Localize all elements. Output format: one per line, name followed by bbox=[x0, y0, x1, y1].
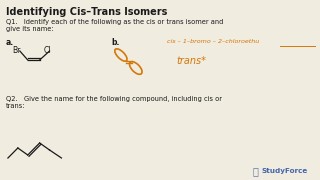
Text: Q1.   Identify each of the following as the cis or trans isomer and: Q1. Identify each of the following as th… bbox=[6, 19, 223, 25]
Text: Q2.   Give the name for the following compound, including cis or: Q2. Give the name for the following comp… bbox=[6, 96, 222, 102]
Text: Cl: Cl bbox=[44, 46, 51, 55]
Text: b.: b. bbox=[111, 38, 119, 47]
Text: StudyForce: StudyForce bbox=[262, 168, 308, 174]
Text: give its name:: give its name: bbox=[6, 26, 53, 32]
Text: trans*: trans* bbox=[176, 56, 206, 66]
Text: Br: Br bbox=[12, 46, 20, 55]
Text: ⛶: ⛶ bbox=[253, 166, 259, 176]
Text: a.: a. bbox=[6, 38, 14, 47]
Text: Identifying Cis–Trans Isomers: Identifying Cis–Trans Isomers bbox=[6, 7, 167, 17]
Text: cis – 1–bromo – 2–chloroethu: cis – 1–bromo – 2–chloroethu bbox=[166, 39, 259, 44]
Text: trans:: trans: bbox=[6, 103, 26, 109]
